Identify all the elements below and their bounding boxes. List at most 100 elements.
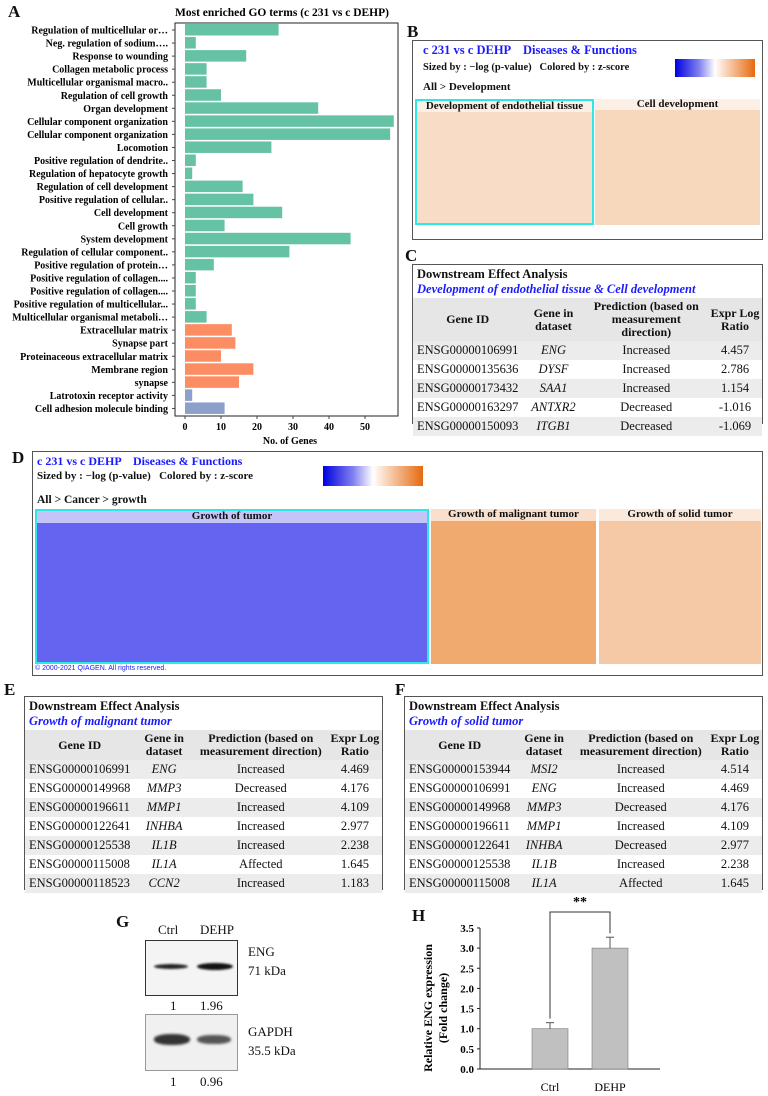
category-label: Extracellular matrix <box>80 326 168 337</box>
category-label: Cell development <box>94 208 169 219</box>
prediction: Increased <box>236 819 285 833</box>
prediction: Increased <box>193 874 328 893</box>
category-label: Positive regulation of protein… <box>34 260 168 271</box>
cell-fill <box>595 110 760 225</box>
treemap-cell[interactable]: Cell development <box>595 99 760 225</box>
eng-size: 71 kDa <box>248 963 286 978</box>
y-tick-label: 1.0 <box>460 1024 474 1036</box>
category-label: Locomotion <box>117 143 169 154</box>
table-row: ENSG00000106991 ENG Increased 4.469 <box>405 779 762 798</box>
table-row: ENSG00000115008 IL1A Affected 1.645 <box>405 874 762 893</box>
category-label: Positive regulation of cellular.. <box>39 195 169 206</box>
expr-log-ratio: 2.238 <box>720 857 749 871</box>
prediction: Increased <box>616 819 665 833</box>
treemap-title: c 231 vs c DEHP Diseases & Functions <box>423 43 637 57</box>
downstream-table: Gene ID Gene in dataset Prediction (based … <box>25 730 382 893</box>
x-tick-label: 40 <box>324 422 334 433</box>
gene-symbol: ANTXR2 <box>531 400 576 414</box>
band <box>154 964 188 969</box>
table-f: Downstream Effect Analysis Growth of sol… <box>404 696 763 893</box>
table-subtitle: Growth of malignant tumor <box>29 714 172 728</box>
bar <box>185 102 319 114</box>
gene-symbol: IL1A <box>514 874 574 893</box>
bar <box>185 350 221 362</box>
category-label: Cell growth <box>118 221 169 232</box>
treemap-cell[interactable]: Growth of malignant tumor <box>431 509 596 664</box>
lane-label-dehp: DEHP <box>200 922 234 937</box>
bar <box>185 63 207 75</box>
prediction: Increased <box>193 760 328 779</box>
downstream-table: Gene ID Gene in dataset Prediction (based … <box>413 298 762 436</box>
panel-label-f: F <box>395 680 406 699</box>
table-row: ENSG00000196611 MMP1 Increased 4.109 <box>405 817 762 836</box>
table-e: Downstream Effect Analysis Growth of mal… <box>24 696 383 893</box>
panel-label-d: D <box>12 448 25 467</box>
category-label: Positive regulation of collagen.... <box>30 273 168 284</box>
bar <box>185 141 272 153</box>
expr-log-ratio: -1.069 <box>708 417 762 436</box>
eng-expression-bar-chart: Relative ENG expression(Fold change) 0.0… <box>421 895 660 1094</box>
table-row: ENSG00000118523 CCN2 Increased 1.183 <box>25 874 382 893</box>
gene-symbol: INHBA <box>145 819 183 833</box>
bar <box>185 115 394 127</box>
category-label: Cellular component organization <box>27 117 168 128</box>
gene-symbol: ENG <box>522 341 585 360</box>
expr-log-ratio: 4.469 <box>720 781 749 795</box>
category-label: Positive regulation of multicellular... <box>14 300 169 311</box>
table-title: Downstream Effect Analysis <box>417 267 568 281</box>
category-label: Synapse part <box>112 339 169 350</box>
bar <box>185 37 196 49</box>
column-header: Gene ID <box>413 298 523 341</box>
treemap-title: c 231 vs c DEHP Diseases & Functions <box>37 454 243 468</box>
cell-fill <box>37 523 427 662</box>
table-title: Downstream Effect Analysis <box>409 699 560 713</box>
gapdh-blot <box>145 1014 238 1071</box>
bar <box>185 402 225 414</box>
category-label: Regulation of hepatocyte growth <box>29 169 168 180</box>
gene-id: ENSG00000153944 <box>405 760 515 779</box>
treemap-cell[interactable]: Growth of tumor <box>35 509 429 664</box>
table-row: ENSG00000196611 MMP1 Increased 4.109 <box>25 798 382 817</box>
category-label: Latrotoxin receptor activity <box>50 391 168 402</box>
eng-label: ENG <box>248 944 275 959</box>
gene-symbol: IL1A <box>151 857 177 871</box>
expr-log-ratio: 2.977 <box>340 819 369 833</box>
bar <box>185 89 221 101</box>
gene-id: ENSG00000115008 <box>405 874 515 893</box>
legend-text: Sized by : −log (p-value) Colored by : z… <box>423 62 630 73</box>
gene-id: ENSG00000149968 <box>405 798 515 817</box>
table-title: Downstream Effect Analysis <box>29 699 180 713</box>
go-terms-bar-chart: Most enriched GO terms (c 231 vs c DEHP)… <box>12 7 399 447</box>
bar <box>185 389 193 401</box>
lane-label-ctrl: Ctrl <box>158 922 179 937</box>
treemap-cell[interactable]: Development of endothelial tissue <box>415 99 594 225</box>
x-tick-label: 30 <box>288 422 298 433</box>
cell-fill <box>417 112 592 223</box>
band <box>197 1035 231 1044</box>
bar <box>185 285 196 297</box>
cell-label: Cell development <box>595 99 760 110</box>
panel-label-e: E <box>4 680 16 699</box>
expr-log-ratio: 4.469 <box>327 760 382 779</box>
table-row: ENSG00000173432 SAA1 Increased 1.154 <box>413 379 762 398</box>
bar <box>185 376 239 388</box>
table-row: ENSG00000106991 ENG Increased 4.457 <box>413 341 762 360</box>
gene-symbol: INHBA <box>514 836 574 855</box>
treemap-cell[interactable]: Growth of solid tumor <box>599 509 761 664</box>
bar <box>185 245 290 258</box>
y-tick-label: 2.0 <box>460 983 474 995</box>
eng-blot <box>145 940 238 996</box>
gene-symbol: ENG <box>531 781 557 795</box>
cell-fill <box>599 521 761 664</box>
gene-symbol: CCN2 <box>134 874 194 893</box>
x-tick-label: Ctrl <box>541 1080 560 1094</box>
category-label: Positive regulation of collagen.... <box>30 287 168 298</box>
bar <box>591 947 629 1070</box>
gene-id: ENSG00000118523 <box>25 874 135 893</box>
quant: 0.96 <box>200 1074 223 1089</box>
prediction: Decreased <box>573 836 708 855</box>
gene-symbol: IL1B <box>531 857 557 871</box>
expr-log-ratio: 4.109 <box>720 819 749 833</box>
gene-symbol: MMP1 <box>526 819 562 833</box>
panel-label-g: G <box>116 912 130 931</box>
